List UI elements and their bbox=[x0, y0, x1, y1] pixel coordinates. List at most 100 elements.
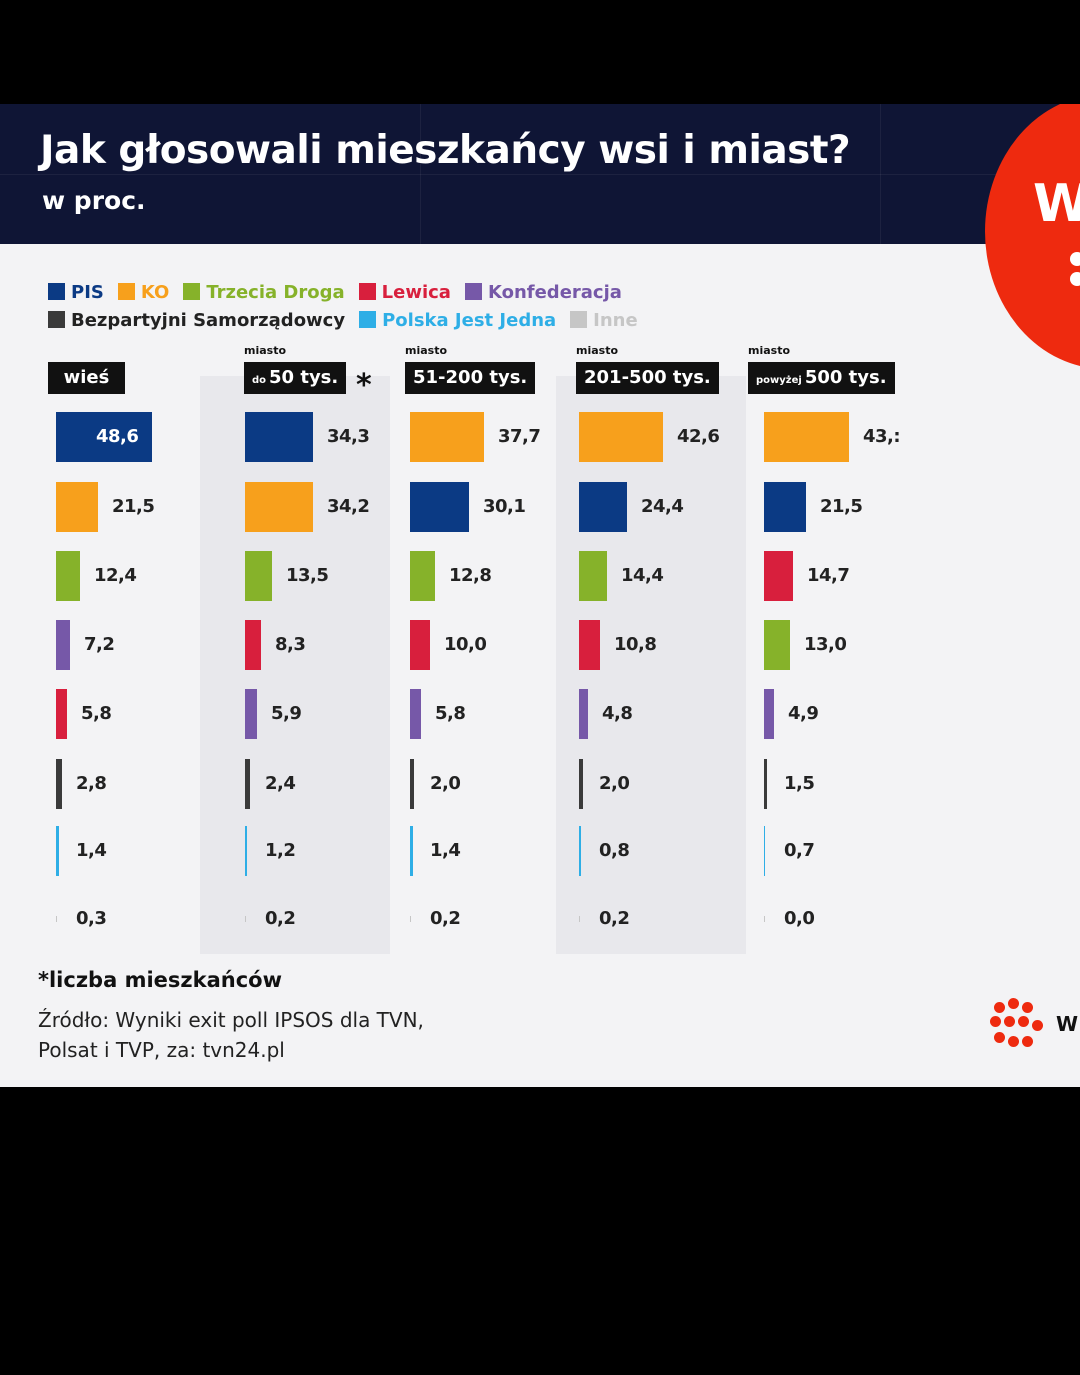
brand-dot bbox=[994, 1032, 1005, 1043]
bar-value-label: 5,8 bbox=[81, 703, 112, 724]
legend-label: Konfederacja bbox=[487, 282, 622, 303]
brand-dot bbox=[1032, 1020, 1043, 1031]
bar-value-label: 14,7 bbox=[807, 565, 850, 586]
bar bbox=[410, 689, 421, 739]
source-line: Polsat i TVP, za: tvn24.pl bbox=[38, 1038, 285, 1062]
legend-swatch bbox=[48, 283, 65, 300]
bar bbox=[410, 551, 435, 601]
legend-row: Bezpartyjni Samorządowcy Polska Jest Jedn… bbox=[48, 310, 688, 338]
legend-item: Bezpartyjni Samorządowcy bbox=[48, 310, 345, 331]
bar-value-label: 7,2 bbox=[84, 634, 115, 655]
bar-value-label: 0,0 bbox=[784, 908, 815, 929]
bar bbox=[764, 689, 774, 739]
brand-dot bbox=[1018, 1016, 1029, 1027]
bar-value-label: 13,0 bbox=[804, 634, 847, 655]
bar bbox=[56, 759, 62, 809]
group-label: powyżej 500 tys. bbox=[748, 362, 895, 394]
bar bbox=[245, 551, 272, 601]
bar-value-label: 0,3 bbox=[76, 908, 107, 929]
bar bbox=[56, 412, 152, 462]
brand-dot bbox=[990, 1016, 1001, 1027]
bar-value-label: 0,2 bbox=[599, 908, 630, 929]
bar-value-label: 8,3 bbox=[275, 634, 306, 655]
bar bbox=[56, 551, 80, 601]
legend-item: Polska Jest Jedna bbox=[359, 310, 556, 331]
bar bbox=[410, 412, 484, 462]
bar-value-label: 2,0 bbox=[430, 773, 461, 794]
bar-value-label: 5,9 bbox=[271, 703, 302, 724]
group-label-prefix: do bbox=[252, 375, 267, 386]
chart-legend: PIS KO Trzecia Droga Lewica Konfederacja Bez… bbox=[48, 282, 688, 338]
bar-value-label: 12,8 bbox=[449, 565, 492, 586]
group-prefix: miasto bbox=[244, 344, 287, 357]
bar-value-label: 21,5 bbox=[820, 496, 863, 517]
bar-value-label: 30,1 bbox=[483, 496, 526, 517]
legend-label: Trzecia Droga bbox=[206, 282, 345, 303]
group-label: wieś bbox=[48, 362, 125, 394]
brand-dot bbox=[1022, 1036, 1033, 1047]
group-label: 51-200 tys. bbox=[405, 362, 536, 394]
brand-logo-dot bbox=[1070, 252, 1080, 266]
bar-value-label: 4,9 bbox=[788, 703, 819, 724]
legend-label: Bezpartyjni Samorządowcy bbox=[71, 310, 346, 331]
legend-item: Konfederacja bbox=[464, 282, 622, 303]
group-label-text: wieś bbox=[63, 367, 110, 388]
bar bbox=[579, 916, 580, 922]
bar bbox=[245, 826, 247, 876]
group-label: do 50 tys. bbox=[244, 362, 347, 394]
legend-item: Inne bbox=[570, 310, 638, 331]
bar bbox=[764, 759, 767, 809]
brand-dot bbox=[994, 1002, 1005, 1013]
legend-item: PIS bbox=[48, 282, 104, 303]
bar-value-label: 10,8 bbox=[614, 634, 657, 655]
bar bbox=[245, 689, 257, 739]
page-subtitle: w proc. bbox=[42, 186, 146, 215]
bar-value-label: 1,2 bbox=[265, 840, 296, 861]
bar-value-label: 48,6 bbox=[96, 426, 139, 447]
bar-value-label: 0,2 bbox=[265, 908, 296, 929]
bar-value-label: 24,4 bbox=[641, 496, 684, 517]
group-label-text: 500 tys. bbox=[804, 367, 887, 388]
bar-value-label: 42,6 bbox=[677, 426, 720, 447]
chart-group: miasto do 50 tys. * 34,3 34,2 13,5 8,3 5,9 2,4 1,2… bbox=[0, 344, 1080, 964]
bar-value-label: 10,0 bbox=[444, 634, 487, 655]
bar-value-label: 14,4 bbox=[621, 565, 664, 586]
bar bbox=[410, 759, 414, 809]
group-label: 201-500 tys. bbox=[576, 362, 719, 394]
bar bbox=[56, 482, 98, 532]
chart-group: wieś 48,6 21,5 12,4 7,2 5,8 2,8 1,4 0,3 bbox=[0, 344, 1080, 964]
legend-swatch bbox=[117, 283, 135, 300]
bar-value-label: 2,0 bbox=[599, 773, 630, 794]
header-banner: Jak głosowali mieszkańcy wsi i miast? w … bbox=[0, 104, 1080, 244]
bar-value-label: 43,: bbox=[863, 426, 901, 447]
legend-swatch bbox=[358, 283, 376, 300]
bar bbox=[764, 620, 790, 670]
brand-dot bbox=[1004, 1016, 1015, 1027]
bar bbox=[410, 826, 413, 876]
brand-logo-letter: W bbox=[1033, 174, 1080, 234]
group-footnote-marker: * bbox=[356, 368, 372, 403]
bar bbox=[56, 826, 59, 876]
brand-logo-dot bbox=[1070, 272, 1080, 286]
column-background bbox=[200, 376, 390, 954]
legend-label: KO bbox=[140, 282, 170, 303]
bar bbox=[245, 620, 261, 670]
group-prefix: miasto bbox=[748, 344, 791, 357]
chart-group: miasto powyżej 500 tys. 43,: 21,5 14,7 13,0 4,9… bbox=[0, 344, 1080, 964]
bar bbox=[579, 551, 607, 601]
legend-swatch bbox=[570, 311, 588, 328]
bar bbox=[56, 689, 67, 739]
bar bbox=[579, 412, 663, 462]
brand-dot bbox=[1008, 1036, 1019, 1047]
chart-group: miasto 51-200 tys. 37,7 30,1 12,8 10,0 5,8 2,0 1… bbox=[0, 344, 1080, 964]
legend-swatch bbox=[359, 311, 377, 328]
infographic-card: Jak głosowali mieszkańcy wsi i miast? w … bbox=[0, 104, 1080, 1087]
bar-value-label: 1,5 bbox=[784, 773, 815, 794]
bar bbox=[245, 412, 313, 462]
bar-value-label: 2,4 bbox=[265, 773, 296, 794]
bar bbox=[245, 482, 313, 532]
bar bbox=[410, 482, 469, 532]
brand-dot bbox=[1022, 1002, 1033, 1013]
group-prefix: miasto bbox=[576, 344, 619, 357]
bar-value-label: 1,4 bbox=[430, 840, 461, 861]
